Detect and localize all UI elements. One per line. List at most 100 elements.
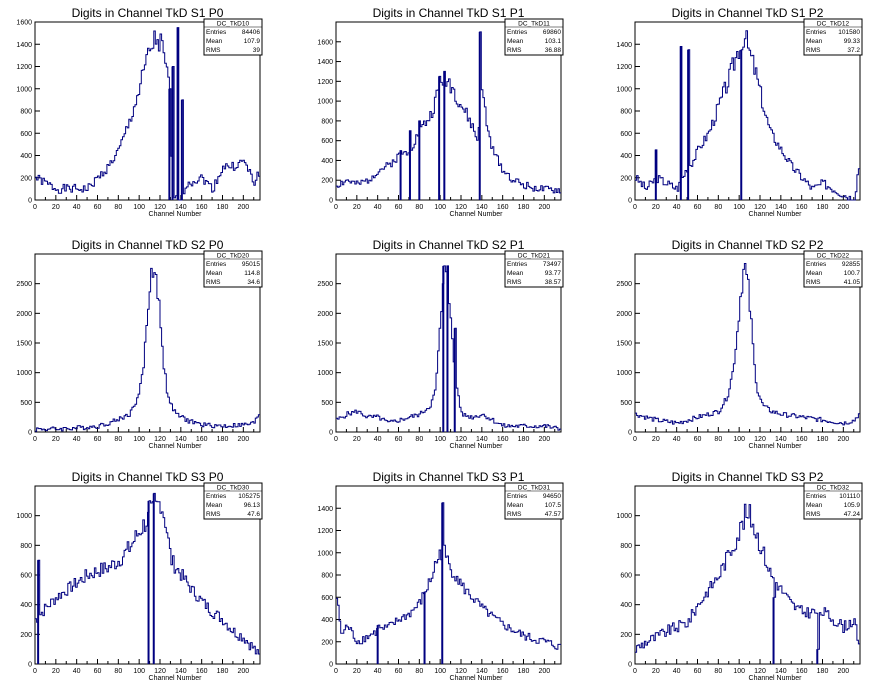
stats-name: DC_TkD30 — [217, 485, 250, 492]
stats-value: 39 — [253, 47, 261, 54]
stats-label: RMS — [206, 279, 221, 286]
y-tick-label: 0 — [329, 430, 333, 437]
panel-title: Digits in Channel TkD S3 P2 — [672, 470, 824, 484]
y-tick-label: 800 — [20, 109, 32, 116]
y-tick-label: 400 — [620, 153, 632, 160]
stats-label: RMS — [206, 511, 221, 518]
x-tick-label: 140 — [775, 204, 787, 211]
histogram-panel: Digits in Channel TkD S2 P0 0 20 40 60 80 100 1… — [16, 238, 263, 450]
x-tick-label: 200 — [237, 436, 249, 443]
x-tick-label: 120 — [455, 436, 467, 443]
stats-name: DC_TkD12 — [817, 21, 850, 28]
stats-label: Mean — [206, 270, 223, 277]
y-tick-label: 600 — [620, 573, 632, 580]
histogram-line — [635, 503, 860, 653]
stats-value: 47.6 — [247, 511, 260, 518]
x-tick-label: 200 — [237, 204, 249, 211]
stats-value: 73497 — [543, 261, 561, 268]
plot-frame — [335, 21, 562, 201]
stats-box-frame — [504, 18, 564, 56]
stats-value: 107.5 — [545, 502, 562, 509]
histogram-line — [336, 265, 561, 431]
stats-box-frame — [203, 250, 263, 288]
stats-value: 99.33 — [844, 38, 861, 45]
x-axis-label: Channel Number — [149, 675, 203, 682]
y-tick-label: 1200 — [16, 64, 32, 71]
y-tick-label: 400 — [620, 602, 632, 609]
x-tick-label: 60 — [395, 436, 403, 443]
x-tick-label: 80 — [714, 436, 722, 443]
y-tick-label: 200 — [321, 178, 333, 185]
x-tick-label: 20 — [652, 668, 660, 675]
y-tick-label: 0 — [28, 662, 32, 669]
stats-value: 47.24 — [844, 511, 861, 518]
stats-name: DC_TkD21 — [518, 253, 551, 260]
x-axis-label: Channel Number — [149, 443, 203, 450]
x-tick-label: 40 — [673, 668, 681, 675]
y-tick-label: 1600 — [16, 20, 32, 27]
y-tick-label: 200 — [20, 175, 32, 182]
x-tick-label: 140 — [476, 204, 488, 211]
y-tick-label: 500 — [20, 400, 32, 407]
stats-label: Entries — [806, 493, 827, 500]
histogram-panel: Digits in Channel TkD S1 P2 0 20 40 60 80 100 1… — [616, 6, 863, 218]
x-tick-label: 120 — [754, 668, 766, 675]
x-tick-label: 60 — [94, 204, 102, 211]
y-tick-label: 1200 — [616, 64, 632, 71]
x-tick-label: 120 — [154, 204, 166, 211]
stats-value: 107.9 — [244, 38, 261, 45]
x-tick-label: 200 — [837, 436, 849, 443]
x-tick-label: 40 — [73, 436, 81, 443]
stats-label: RMS — [507, 511, 522, 518]
stats-label: RMS — [507, 47, 522, 54]
y-tick-label: 400 — [20, 602, 32, 609]
x-tick-label: 0 — [334, 436, 338, 443]
x-tick-label: 40 — [673, 436, 681, 443]
y-tick-label: 1400 — [16, 42, 32, 49]
histogram-panel: Digits in Channel TkD S1 P1 0 20 40 60 80 100 1… — [317, 6, 564, 218]
x-axis-label: Channel Number — [450, 675, 504, 682]
x-tick-label: 60 — [694, 436, 702, 443]
y-tick-label: 200 — [620, 632, 632, 639]
y-tick-label: 2000 — [16, 311, 32, 318]
x-tick-label: 140 — [175, 668, 187, 675]
y-tick-label: 1000 — [317, 550, 333, 557]
y-tick-label: 200 — [20, 632, 32, 639]
y-tick-label: 1000 — [317, 370, 333, 377]
x-tick-label: 0 — [334, 204, 338, 211]
y-tick-label: 600 — [20, 573, 32, 580]
stats-value: 38.57 — [545, 279, 562, 286]
x-axis-label: Channel Number — [450, 211, 504, 218]
y-tick-label: 1400 — [317, 506, 333, 513]
y-tick-label: 1000 — [16, 370, 32, 377]
x-tick-label: 180 — [817, 436, 829, 443]
stats-value: 36.88 — [545, 47, 562, 54]
histogram-panel: Digits in Channel TkD S3 P0 0 20 40 60 80 100 1… — [16, 470, 263, 682]
histogram-line — [35, 27, 260, 201]
stats-box-frame — [504, 482, 564, 520]
x-tick-label: 60 — [94, 668, 102, 675]
x-tick-label: 60 — [694, 204, 702, 211]
stats-value: 96.13 — [244, 502, 261, 509]
y-tick-label: 0 — [28, 198, 32, 205]
stats-value: 100.7 — [844, 270, 861, 277]
stats-label: Mean — [806, 502, 823, 509]
x-tick-label: 0 — [33, 668, 37, 675]
x-tick-label: 160 — [497, 204, 509, 211]
panel-title: Digits in Channel TkD S1 P0 — [72, 6, 224, 20]
stats-value: 34.6 — [247, 279, 260, 286]
x-tick-label: 160 — [796, 668, 808, 675]
stats-name: DC_TkD32 — [817, 485, 850, 492]
x-tick-label: 80 — [415, 668, 423, 675]
x-tick-label: 180 — [518, 668, 530, 675]
x-tick-label: 120 — [455, 668, 467, 675]
y-tick-label: 200 — [620, 175, 632, 182]
x-tick-label: 120 — [154, 668, 166, 675]
stats-value: 114.8 — [244, 270, 260, 277]
x-tick-label: 200 — [837, 204, 849, 211]
x-tick-label: 100 — [434, 436, 446, 443]
